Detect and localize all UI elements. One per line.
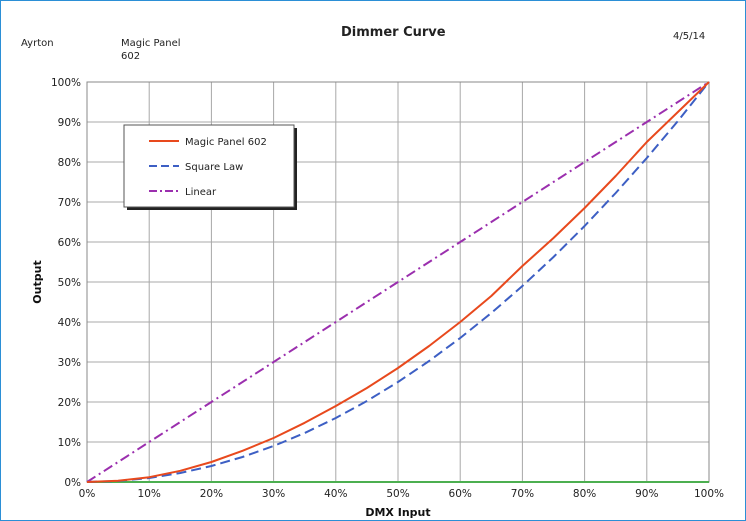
x-tick-label: 60% <box>449 488 472 500</box>
series-line-square-law <box>86 81 710 483</box>
x-axis-label: DMX Input <box>365 506 430 519</box>
y-tick-label: 80% <box>58 157 81 169</box>
x-tick-label: 70% <box>511 488 534 500</box>
y-tick-label: 60% <box>58 237 81 249</box>
y-axis-label: Output <box>31 260 44 303</box>
legend-label: Magic Panel 602 <box>185 137 267 148</box>
y-tick-label: 50% <box>58 277 81 289</box>
y-tick-label: 70% <box>58 197 81 209</box>
x-tick-label: 80% <box>573 488 596 500</box>
date-label: 4/5/14 <box>673 31 706 42</box>
series-line-linear <box>86 81 710 483</box>
y-tick-label: 20% <box>58 397 81 409</box>
y-tick-label: 40% <box>58 317 81 329</box>
y-tick-label: 100% <box>51 77 81 89</box>
x-tick-label: 90% <box>635 488 658 500</box>
x-tick-label: 0% <box>79 488 96 500</box>
x-tick-label: 20% <box>200 488 223 500</box>
legend-label: Linear <box>185 187 217 198</box>
chart-title: Dimmer Curve <box>341 25 446 40</box>
y-tick-label: 10% <box>58 437 81 449</box>
x-tick-label: 50% <box>386 488 409 500</box>
manufacturer-label: Ayrton <box>21 38 54 49</box>
y-tick-label: 90% <box>58 117 81 129</box>
series-layer <box>86 81 710 483</box>
x-axis-ticks: 0% 10% 20% 30% 40% 50% 60% 70% 80% 90% 100% <box>79 488 724 500</box>
y-tick-label: 0% <box>64 477 81 489</box>
x-tick-label: 100% <box>694 488 724 500</box>
legend: Magic Panel 602 Square Law Linear <box>123 124 297 210</box>
fixture-name-line1: Magic Panel <box>121 38 181 49</box>
fixture-name-line2: 602 <box>121 51 141 62</box>
legend-label: Square Law <box>185 162 243 173</box>
y-tick-label: 30% <box>58 357 81 369</box>
x-tick-label: 30% <box>262 488 285 500</box>
x-tick-label: 40% <box>324 488 347 500</box>
series-line-magic-panel-602 <box>86 81 710 483</box>
x-tick-label: 10% <box>138 488 161 500</box>
y-axis-ticks: 0% 10% 20% 30% 40% 50% 60% 70% 80% 90% 100% <box>51 77 81 489</box>
